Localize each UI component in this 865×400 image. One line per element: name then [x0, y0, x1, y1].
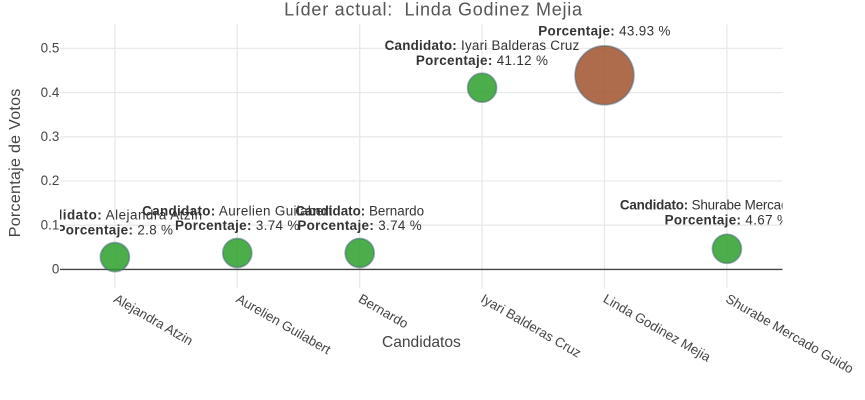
svg-text:Porcentaje: 3.74 %: Porcentaje: 3.74 % [297, 218, 422, 233]
svg-text:Candidato: Iyari Balderas Cruz: Candidato: Iyari Balderas Cruz [385, 38, 580, 53]
svg-text:0.5: 0.5 [41, 41, 60, 56]
svg-text:Porcentaje: 4.67 %: Porcentaje: 4.67 % [665, 213, 790, 228]
svg-text:0.3: 0.3 [41, 129, 60, 144]
svg-text:0.1: 0.1 [41, 217, 60, 232]
svg-text:Porcentaje: 43.93 %: Porcentaje: 43.93 % [538, 23, 670, 38]
svg-text:Candidato: Alejandra Atzin: Candidato: Alejandra Atzin [27, 208, 202, 223]
svg-text:0.4: 0.4 [41, 85, 60, 100]
svg-text:0.2: 0.2 [41, 173, 60, 188]
svg-text:Candidato: Bernardo: Candidato: Bernardo [295, 203, 424, 218]
svg-text:Porcentaje: 3.74 %: Porcentaje: 3.74 % [175, 218, 300, 233]
svg-text:Porcentaje: 2.8 %: Porcentaje: 2.8 % [56, 222, 173, 237]
svg-text:Candidatos: Candidatos [382, 334, 461, 351]
svg-text:Porcentaje: 41.12 %: Porcentaje: 41.12 % [416, 53, 548, 68]
svg-text:Líder actual: Linda Godinez M: Líder actual: Linda Godinez Mejia [284, 0, 583, 19]
svg-text:Candidato: Shurabe Mercado Gui: Candidato: Shurabe Mercado Guido [620, 198, 834, 213]
svg-text:0: 0 [52, 262, 59, 277]
svg-text:Porcentaje de Votos: Porcentaje de Votos [7, 88, 24, 237]
svg-text:Candidato: Aurelien Guilabert: Candidato: Aurelien Guilabert [142, 203, 332, 218]
